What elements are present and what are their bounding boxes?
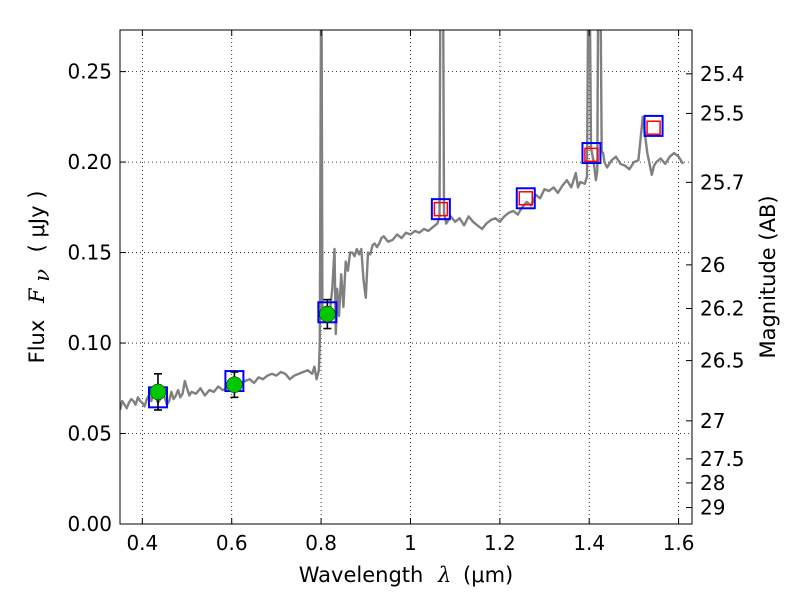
y-axis-title-text: Flux <box>25 320 49 364</box>
y-tick-label: 0.00 <box>67 512 112 536</box>
x-axis-unit: (μm) <box>463 563 513 587</box>
model-photometry-square <box>643 114 664 137</box>
mag-tick-label: 25.5 <box>700 101 745 125</box>
x-axis-title: Wavelength λ (μm) <box>299 563 513 587</box>
plot-frame <box>119 29 693 525</box>
x-tick-label: 1 <box>404 531 417 555</box>
plot-area <box>120 30 685 411</box>
model-spectrum-line <box>120 30 685 411</box>
mag-tick-label: 27 <box>700 409 725 433</box>
mag-tick-label: 26.5 <box>700 349 745 373</box>
y-tick-label: 0.15 <box>67 241 112 265</box>
model-photometry-square <box>430 198 451 221</box>
y-axis-title: Flux F ν ( μJy ) <box>25 191 54 364</box>
mag-tick-label: 26.2 <box>700 296 745 320</box>
mag-tick-label: 29 <box>700 496 725 520</box>
x-tick-label: 1.4 <box>573 531 605 555</box>
grid <box>120 30 692 524</box>
x-tick-label: 0.6 <box>216 531 248 555</box>
y-axis-symbol-subscript: ν <box>30 269 54 282</box>
mag-tick-label: 27.5 <box>700 447 745 471</box>
photometry-circle <box>226 376 243 393</box>
model-photometry-square <box>515 187 536 210</box>
photometry-square <box>433 201 449 217</box>
x-tick-label: 1.2 <box>484 531 516 555</box>
mag-tick-label: 26 <box>700 253 725 277</box>
photometry-circle <box>149 383 167 401</box>
x-axis-title-text: Wavelength <box>299 563 424 587</box>
y-tick-label: 0.20 <box>67 150 112 174</box>
y-tick-label: 0.10 <box>67 331 112 355</box>
photometry-square <box>584 147 599 163</box>
mag-tick-label: 28 <box>700 471 725 495</box>
photometry-square <box>518 191 534 206</box>
y-axis-symbol: F <box>25 287 49 304</box>
x-tick-label: 0.8 <box>305 531 337 555</box>
y2-axis-title: Magnitude (AB) <box>756 195 780 358</box>
x-axis-symbol: λ <box>437 563 451 587</box>
photometry-points <box>147 114 664 411</box>
mag-tick-label: 25.7 <box>700 170 745 194</box>
y-tick-label: 0.25 <box>67 60 112 84</box>
photometry-circle <box>319 305 336 323</box>
y-tick-label: 0.05 <box>67 422 112 446</box>
model-photometry-square <box>581 142 602 165</box>
axis-ticks: 0.4 0.6 0.8 1 1.2 1.4 1.6 0.00 0.05 0.10 0.15 0.20 0… <box>67 30 745 555</box>
photometry-square <box>646 120 661 135</box>
y-axis-unit: ( μJy ) <box>25 191 49 253</box>
x-tick-label: 0.4 <box>126 531 158 555</box>
mag-tick-label: 25.4 <box>700 62 745 86</box>
x-tick-label: 1.6 <box>663 531 695 555</box>
